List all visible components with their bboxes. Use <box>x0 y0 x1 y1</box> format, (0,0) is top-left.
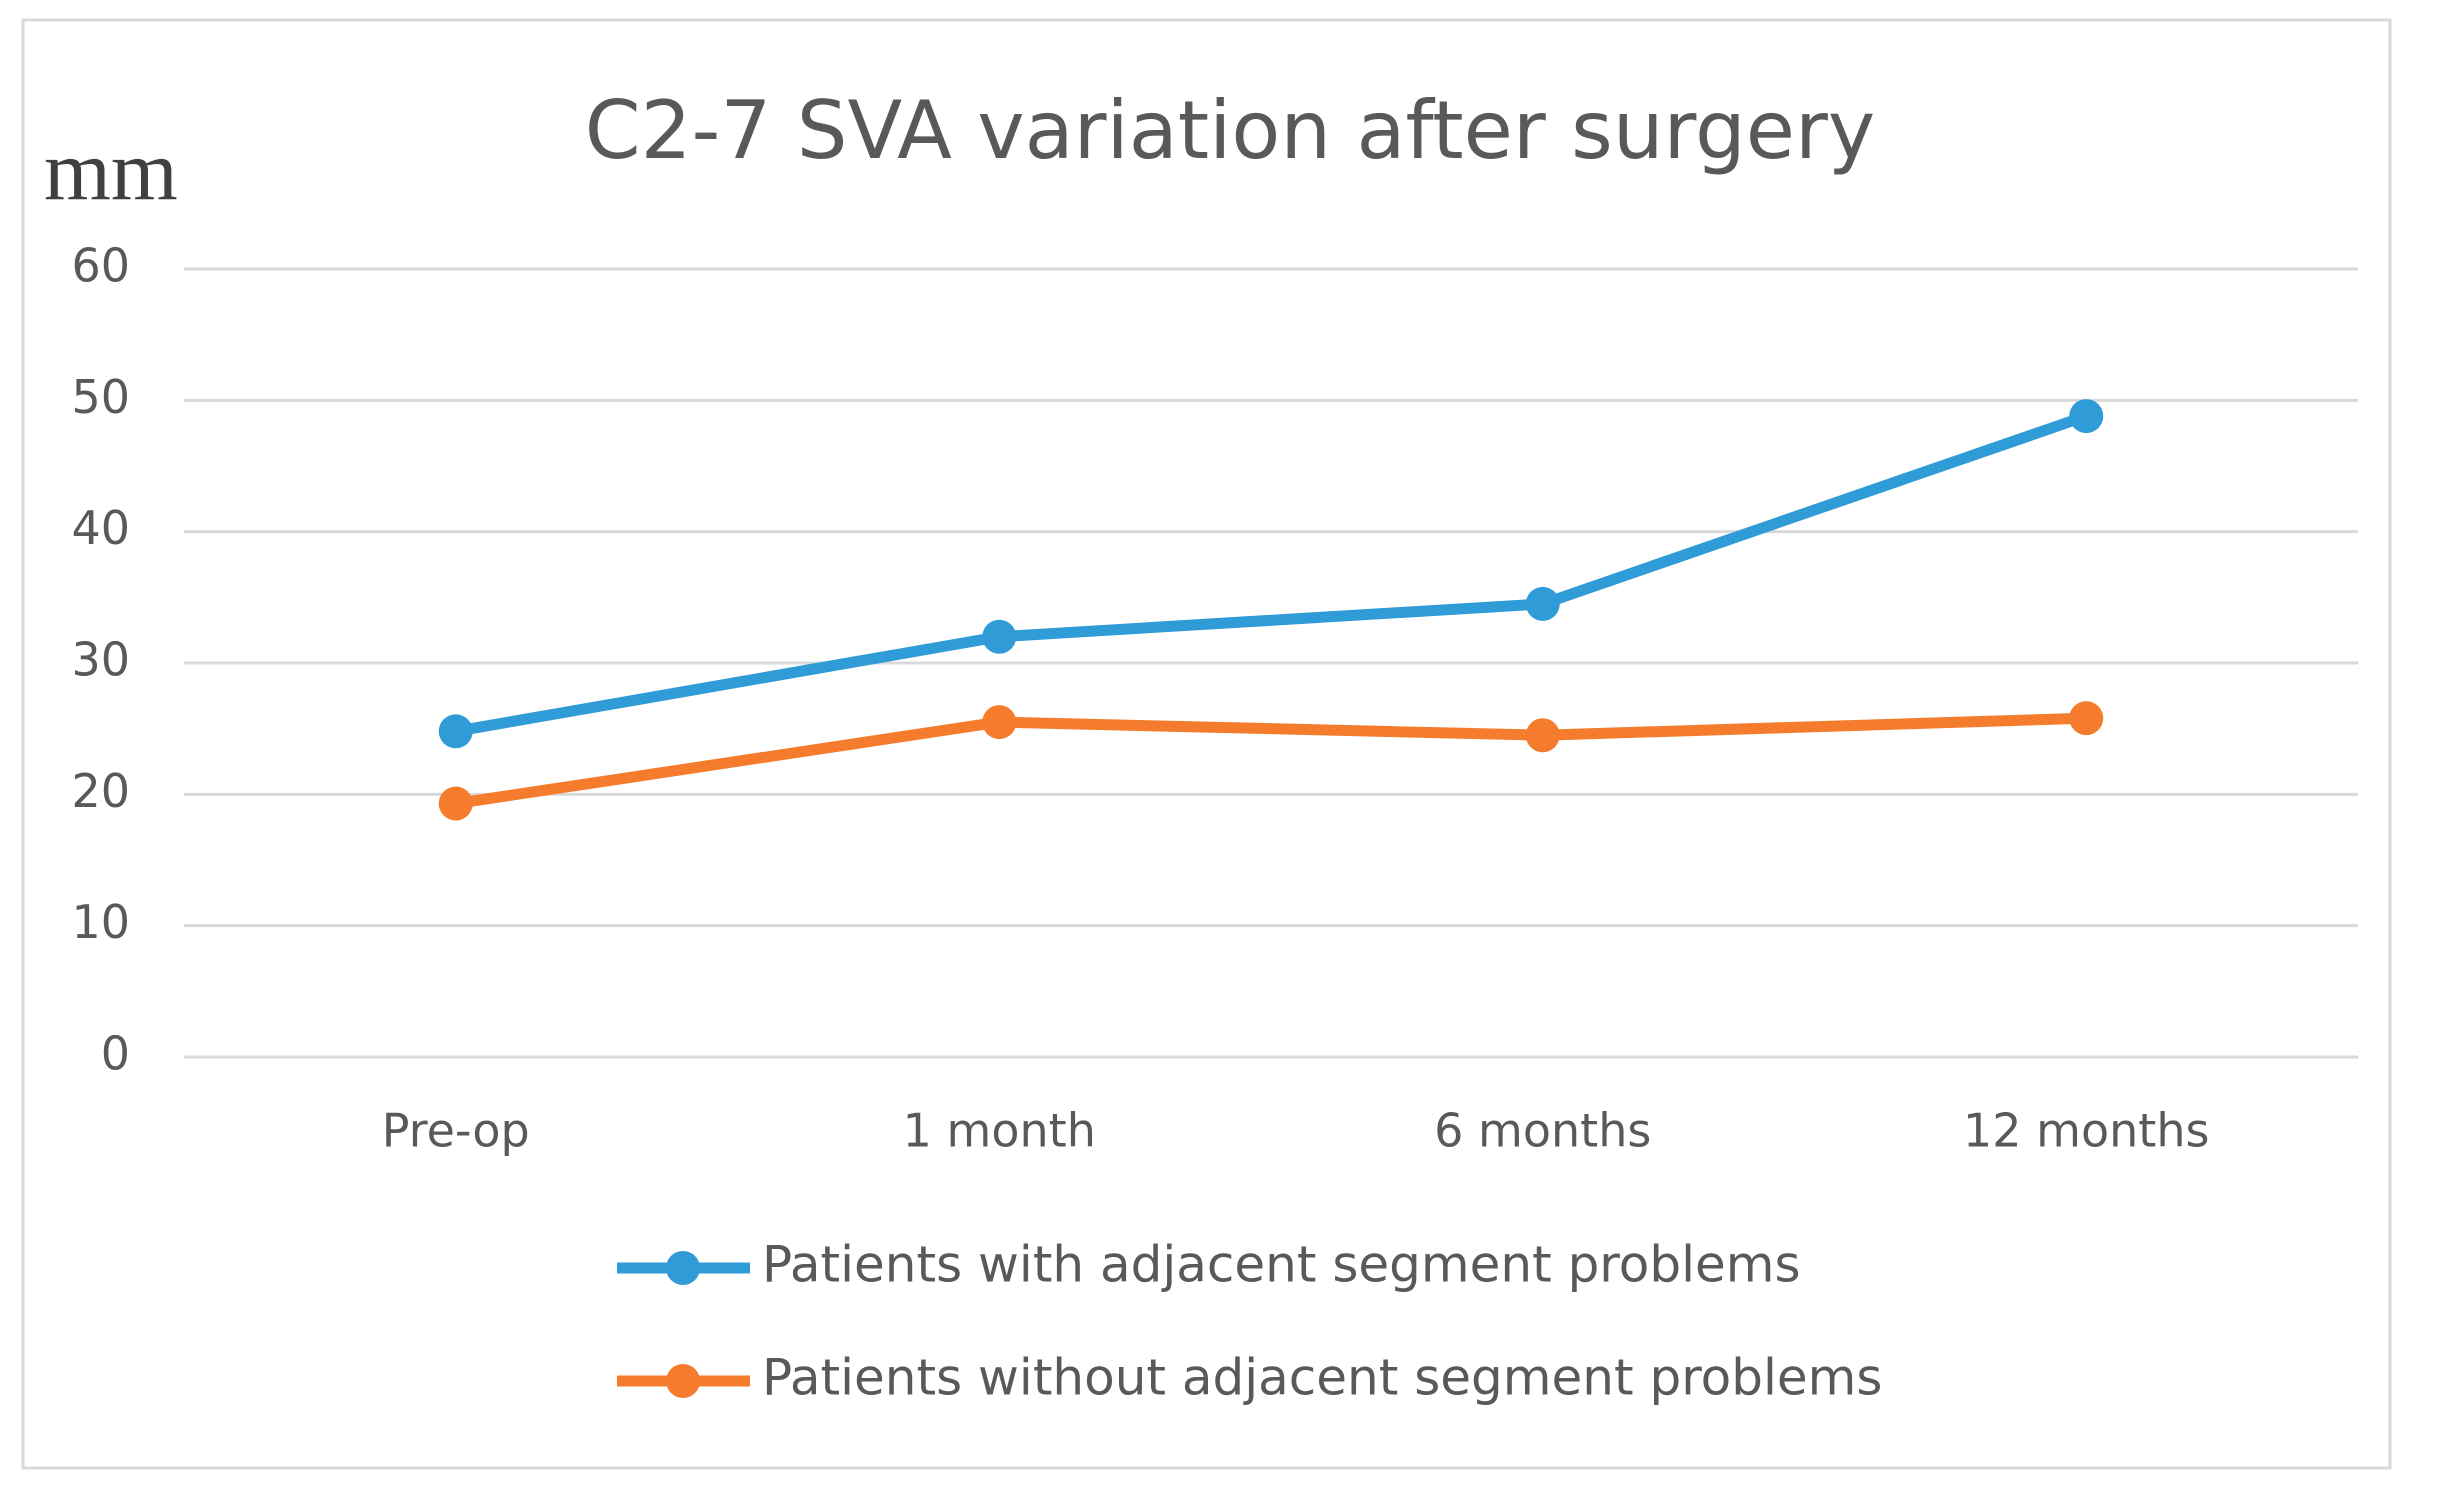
data-point <box>982 705 1017 740</box>
legend-marker <box>666 1364 700 1398</box>
y-tick-label: 50 <box>71 370 130 424</box>
series-line <box>454 712 2087 809</box>
legend-label: Patients without adjacent segment proble… <box>762 1349 1882 1407</box>
x-tick-label: Pre-op <box>382 1104 530 1158</box>
data-point <box>2069 701 2104 736</box>
y-tick-label: 10 <box>71 895 130 949</box>
data-point <box>1525 586 1560 621</box>
y-axis-label: mm <box>44 123 178 219</box>
chart-border <box>21 18 2392 1470</box>
data-point <box>438 714 473 749</box>
x-tick-label: 1 month <box>903 1104 1096 1158</box>
data-point <box>438 786 473 821</box>
y-tick-label: 40 <box>71 501 130 555</box>
y-tick-label: 60 <box>71 239 130 293</box>
x-tick-label: 12 months <box>1963 1104 2209 1158</box>
data-point <box>2069 399 2104 434</box>
legend-marker <box>666 1251 700 1285</box>
x-tick-label: 6 months <box>1434 1104 1651 1158</box>
y-tick-label: 20 <box>71 764 130 818</box>
data-point <box>1525 718 1560 753</box>
y-tick-label: 0 <box>101 1027 130 1081</box>
data-point <box>982 619 1017 654</box>
series-line <box>454 410 2089 737</box>
chart-title: C2-7 SVA variation after surgery <box>585 84 1875 177</box>
legend-label: Patients with adjacent segment problems <box>762 1236 1801 1294</box>
y-tick-label: 30 <box>71 633 130 687</box>
